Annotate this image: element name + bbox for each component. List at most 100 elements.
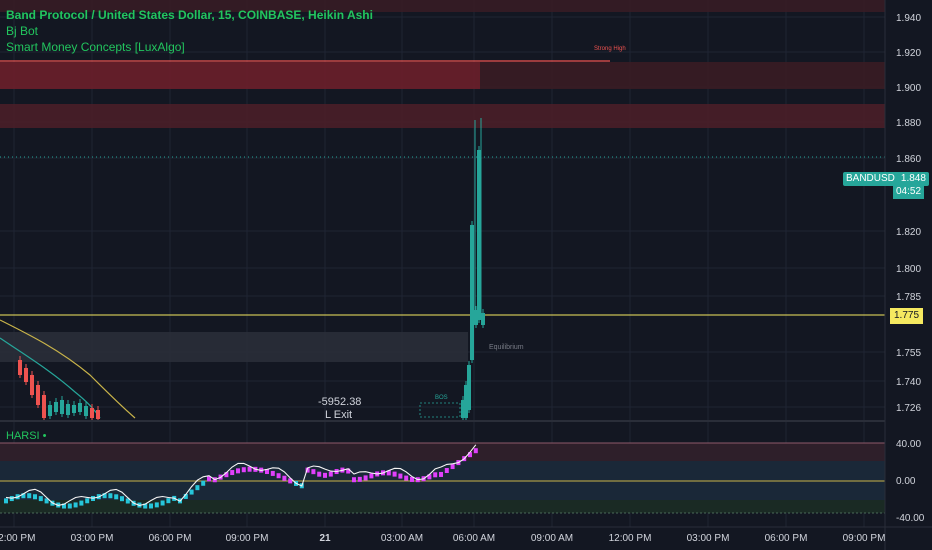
supply-zone-main [0, 62, 480, 89]
harsi-candle [4, 498, 8, 504]
harsi-candle [120, 496, 124, 502]
harsi-candle [392, 471, 397, 477]
harsi-candle [195, 485, 200, 491]
candle [42, 395, 46, 418]
candle [54, 402, 58, 412]
harsi-candle [427, 474, 432, 480]
harsi-candle [398, 473, 403, 479]
y-tick-label: 1.800 [896, 264, 921, 275]
x-tick-label: 09:00 PM [226, 533, 269, 544]
harsi-candle [149, 503, 153, 509]
harsi-candle [288, 478, 293, 484]
equilibrium-zone [0, 332, 468, 362]
harsi-ob-zone [0, 443, 885, 461]
harsi-candle [473, 448, 478, 454]
candle [96, 410, 100, 419]
harsi-lower-band [0, 481, 885, 500]
y-tick-label: 1.740 [896, 377, 921, 388]
candle [48, 405, 52, 416]
harsi-candle [357, 476, 362, 482]
harsi-candle [108, 493, 113, 499]
harsi-candle [433, 472, 438, 478]
harsi-candle [201, 480, 206, 486]
equilibrium-label: Equilibrium [489, 344, 524, 351]
harsi-candle [410, 476, 414, 482]
harsi-candle [189, 489, 194, 495]
harsi-candle [352, 477, 356, 483]
harsi-candle [444, 468, 449, 473]
y-tick-label: 1.900 [896, 83, 921, 94]
exit-label: L Exit [325, 409, 353, 421]
ma-line-yellow [0, 319, 136, 419]
harsi-candle [160, 500, 165, 506]
y-tick-label: 1.785 [896, 292, 921, 303]
harsi-candle [27, 493, 32, 499]
candle [24, 368, 28, 382]
harsi-candle [386, 470, 391, 476]
countdown-tag: 04:52 [893, 185, 925, 199]
harsi-candle [346, 468, 351, 474]
harsi-legend[interactable]: HARSI • [6, 430, 47, 442]
candle [470, 225, 474, 360]
harsi-candle [38, 496, 43, 502]
harsi-y-axis[interactable]: 40.00 0.00 -40.00 [896, 439, 925, 524]
candle [18, 360, 22, 375]
horizontal-line-tag: 1.775 [890, 308, 924, 324]
harsi-candle [79, 500, 84, 506]
harsi-candle [305, 467, 310, 473]
bos-box [419, 402, 461, 418]
harsi-candle [328, 471, 333, 477]
harsi-os-zone [0, 500, 885, 513]
price-tag-symbol: BANDUSD [846, 173, 895, 184]
harsi-candle [317, 471, 322, 477]
strong-high-label: Strong High [594, 46, 626, 52]
harsi-candle [236, 468, 240, 474]
y-axis[interactable]: 1.940 1.920 1.900 1.880 1.860 1.820 1.800 1.785… [896, 13, 921, 414]
harsi-candle [276, 473, 281, 479]
x-tick-label: 03:00 PM [687, 533, 730, 544]
harsi-tick-label: 0.00 [896, 476, 916, 487]
symbol-legend[interactable]: Band Protocol / United States Dollar, 15… [6, 8, 373, 22]
price-tag-value: 1.848 [900, 173, 926, 184]
x-tick-label: 06:00 PM [149, 533, 192, 544]
harsi-candle [73, 502, 78, 508]
current-price-tag: BANDUSD 1.848 [843, 172, 929, 186]
harsi-candle [369, 473, 374, 479]
harsi-candle [154, 502, 159, 508]
harsi-candle [468, 452, 472, 458]
harsi-candle [270, 470, 275, 476]
candle [60, 400, 64, 414]
harsi-candle [207, 476, 211, 482]
x-tick-label: 06:00 PM [765, 533, 808, 544]
x-tick-label: 03:00 AM [381, 533, 423, 544]
harsi-candle [323, 472, 327, 478]
candle [461, 400, 465, 418]
x-axis[interactable]: 12:00 PM 03:00 PM 06:00 PM 09:00 PM 21 03:00 … [0, 533, 885, 544]
harsi-candle [183, 493, 188, 499]
harsi-candle [404, 475, 409, 481]
indicator-legend-bjbot[interactable]: Bj Bot [6, 24, 39, 38]
harsi-candle [102, 493, 107, 499]
x-tick-label: 03:00 PM [71, 533, 114, 544]
candle [481, 313, 485, 325]
candle [474, 310, 478, 325]
harsi-candle [166, 498, 171, 504]
bos-label: BOS [435, 395, 448, 401]
harsi-candle [439, 471, 443, 477]
harsi-candle [241, 467, 246, 473]
y-tick-label: 1.880 [896, 118, 921, 129]
x-tick-label: 12:00 PM [0, 533, 35, 544]
y-tick-label: 1.820 [896, 227, 921, 238]
x-tick-label: 12:00 PM [609, 533, 652, 544]
supply-zone-ext [480, 62, 885, 89]
candles [18, 118, 485, 422]
candle [467, 365, 471, 410]
harsi-upper-band [0, 461, 885, 481]
harsi-candle [62, 503, 66, 509]
x-tick-label: 06:00 AM [453, 533, 495, 544]
x-tick-label: 21 [319, 533, 331, 544]
indicator-legend-smc[interactable]: Smart Money Concepts [LuxAlgo] [6, 40, 185, 54]
harsi-tick-label: -40.00 [896, 513, 925, 524]
harsi-candle [143, 503, 148, 509]
